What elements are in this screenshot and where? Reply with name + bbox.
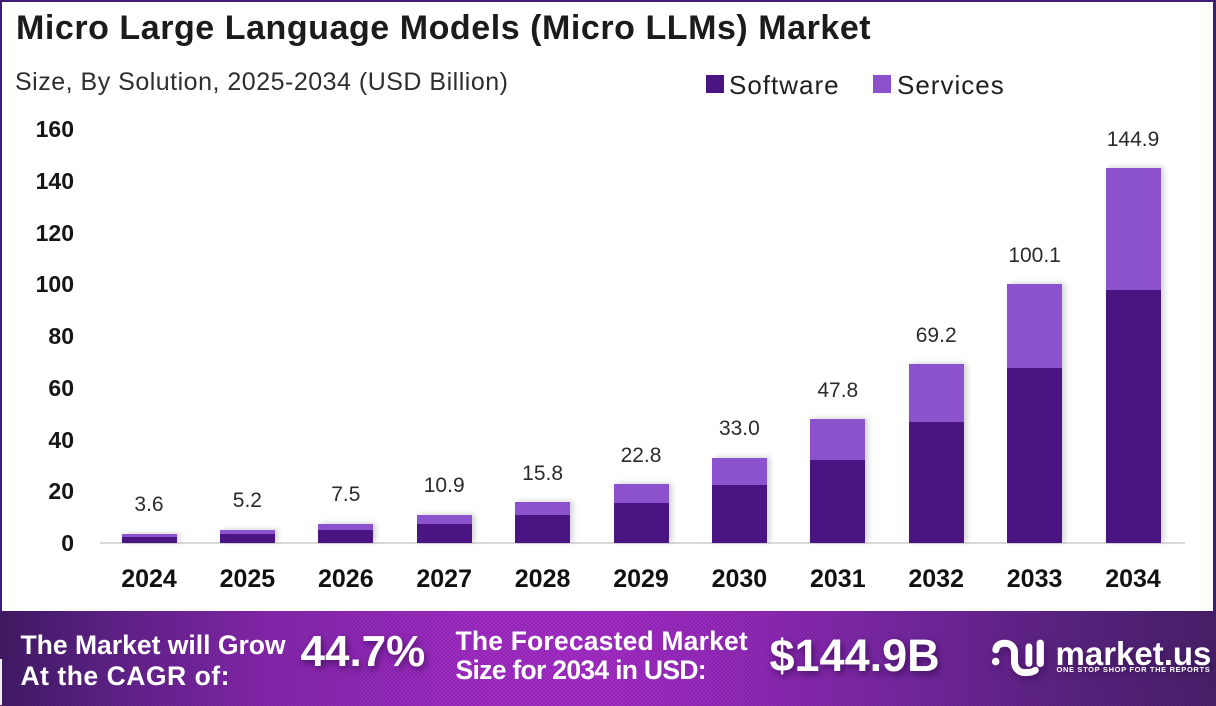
svg-text:market.us: market.us: [1056, 635, 1212, 672]
svg-text:ONE STOP SHOP FOR THE REPORTS: ONE STOP SHOP FOR THE REPORTS: [1057, 665, 1211, 674]
